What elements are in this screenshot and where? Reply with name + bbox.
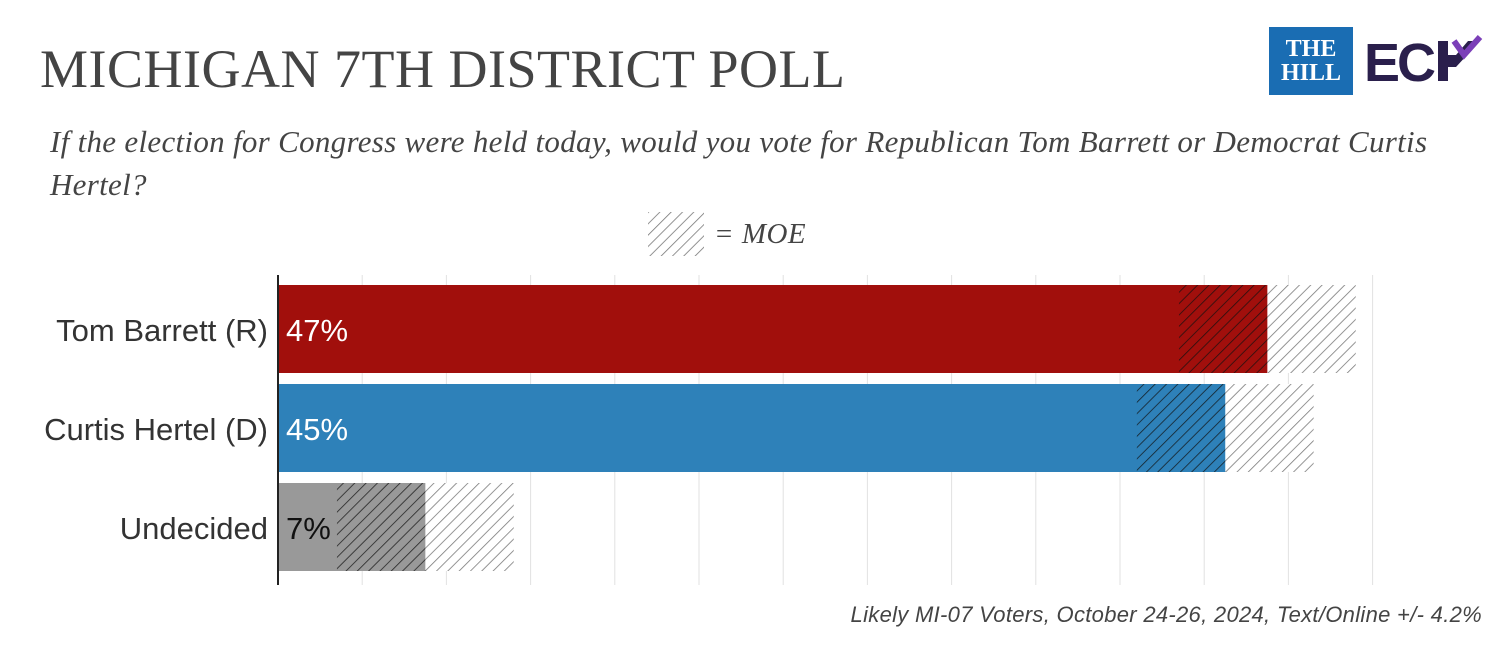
ecp-logo: EC [1364,33,1483,91]
moe-legend-swatch [648,212,704,256]
bar-value-label: 45% [286,412,348,447]
moe-band-upper [1267,285,1356,373]
chart-subtitle: If the election for Congress were held t… [50,124,1428,202]
footer-note: Likely MI-07 Voters, October 24-26, 2024… [850,602,1482,627]
ecp-logo-check [1451,35,1483,60]
bar-value-label: 47% [286,313,348,348]
moe-legend: = MOE [648,211,806,257]
moe-band-lower [336,483,426,571]
ecp-logo-text: EC [1364,33,1435,91]
category-label: Undecided [120,511,268,546]
the-hill-logo-text: THE HILL [1280,36,1342,86]
bar-labels: 47% Tom Barrett (R) 45% Curtis Hertel (D) 7%… [44,313,348,546]
the-hill-logo: THE HILL [1269,27,1353,95]
bar [278,384,1226,472]
bar-value-label: 7% [286,511,331,546]
chart-title: MICHIGAN 7TH DISTRICT POLL [40,39,846,99]
moe-band-upper [1225,384,1314,472]
bar [278,285,1268,373]
moe-band-lower [1136,384,1226,472]
category-label: Tom Barrett (R) [56,313,268,348]
bars [278,285,1356,571]
moe-band-lower [1178,285,1268,373]
category-label: Curtis Hertel (D) [44,412,268,447]
moe-band-upper [425,483,514,571]
moe-legend-label: = MOE [714,217,807,250]
